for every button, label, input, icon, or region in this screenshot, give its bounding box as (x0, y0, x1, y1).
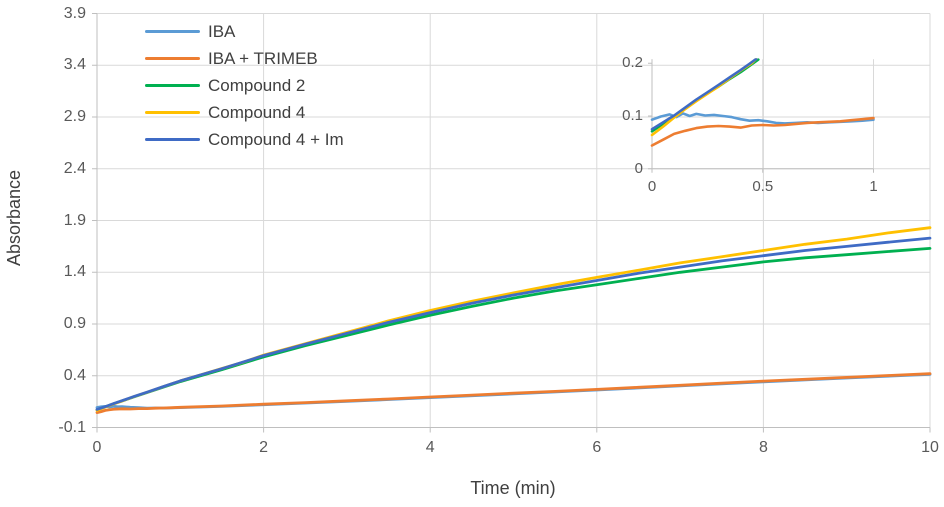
inset-x-tick-label: 1 (869, 177, 878, 195)
legend-swatch-icon (145, 137, 200, 142)
legend-label: Compound 4 (208, 103, 306, 122)
y-tick-label: 0.9 (63, 315, 86, 332)
inset-y-tick-label: 0.2 (622, 54, 643, 72)
legend-swatch-icon (145, 56, 200, 61)
x-tick-label: 2 (259, 438, 269, 456)
y-tick-label: 2.4 (63, 159, 86, 177)
inset-y-tick-label: 0 (634, 159, 643, 177)
legend-swatch-icon (145, 29, 200, 34)
y-tick-label: 1.9 (63, 211, 86, 229)
y-tick-label: 3.9 (63, 4, 86, 22)
x-tick-label: 6 (592, 438, 602, 456)
legend-item-compound-4-im: Compound 4 + Im (145, 126, 344, 153)
series-line-compound-4-im (95, 236, 932, 411)
series-line-iba-trimeb (650, 116, 875, 147)
legend-swatch-icon (145, 83, 200, 88)
x-tick-label: 0 (92, 438, 102, 456)
legend-label: IBA + TRIMEB (208, 49, 318, 68)
y-axis-title: Absorbance (4, 169, 24, 267)
x-tick-label: 4 (425, 438, 435, 456)
legend: IBA IBA + TRIMEB Compound 2 Compound 4 Compo… (145, 18, 344, 153)
x-axis-title: Time (min) (470, 478, 556, 498)
legend-swatch-icon (145, 110, 200, 115)
series-line-compound-4 (95, 226, 932, 412)
legend-item-iba: IBA (145, 18, 344, 45)
legend-item-compound-4: Compound 4 (145, 99, 344, 126)
legend-label: Compound 2 (208, 76, 306, 95)
x-tick-label: 8 (758, 438, 768, 456)
y-tick-label: 0.4 (63, 366, 86, 384)
y-tick-label: 1.4 (63, 263, 86, 281)
legend-item-iba-trimeb: IBA + TRIMEB (145, 45, 344, 72)
legend-label: IBA (208, 22, 236, 41)
inset-x-tick-label: 0.5 (752, 177, 774, 195)
y-tick-label: -0.1 (58, 418, 86, 436)
legend-item-compound-2: Compound 2 (145, 72, 344, 99)
legend-label: Compound 4 + Im (208, 130, 344, 149)
x-tick-label: 10 (921, 438, 939, 456)
y-tick-label: 2.9 (63, 108, 86, 125)
inset-y-tick-label: 0.1 (622, 107, 643, 124)
series-line-iba-trimeb (95, 372, 932, 415)
series-line-compound-4-im (650, 58, 758, 131)
inset-x-tick-label: 0 (647, 177, 657, 195)
y-tick-label: 3.4 (63, 56, 86, 74)
